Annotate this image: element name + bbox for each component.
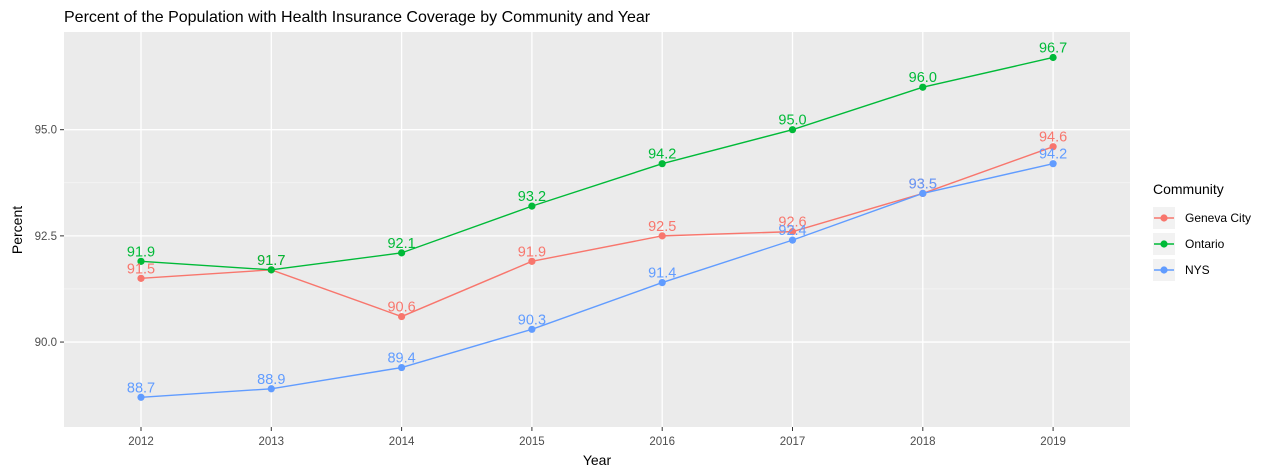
data-label: 91.7 (257, 253, 285, 269)
data-label: 92.4 (778, 223, 806, 239)
data-point (398, 249, 406, 257)
data-label: 91.5 (127, 261, 155, 277)
data-label: 89.4 (387, 351, 415, 367)
series-line (140, 146, 1054, 318)
legend-label: Ontario (1185, 237, 1225, 251)
series-line (140, 56, 1054, 271)
data-point (267, 385, 275, 393)
legend-key-point (1160, 240, 1168, 248)
data-label: 93.5 (909, 176, 937, 192)
data-label: 91.4 (648, 266, 676, 282)
legend: Community Geneva City Ontario NYS (1153, 181, 1251, 281)
data-label: 91.9 (127, 244, 155, 260)
x-tick-label: 2012 (128, 436, 154, 448)
data-label: 94.2 (1039, 147, 1067, 163)
legend-key-point (1160, 266, 1168, 274)
y-tick-label: 90.0 (35, 337, 57, 349)
series-layer (137, 53, 1057, 401)
legend-label: Geneva City (1185, 211, 1251, 225)
data-label: 91.9 (518, 244, 546, 260)
data-label: 94.6 (1039, 130, 1067, 146)
data-point (528, 325, 536, 333)
data-label: 91.7 (257, 253, 285, 269)
grid-lines (64, 32, 1130, 427)
data-point (788, 236, 797, 244)
data-label: 93.2 (518, 189, 546, 205)
data-labels: 91.591.790.691.992.5 92.693.594.691.991.7… (127, 40, 1067, 396)
data-point (398, 312, 406, 321)
data-point (398, 363, 406, 372)
y-axis-title: Percent (9, 206, 25, 254)
legend-key-point (1160, 214, 1168, 222)
y-tick-label: 92.5 (35, 231, 57, 243)
data-label: 88.7 (127, 380, 155, 396)
x-tick-label: 2014 (389, 436, 415, 448)
data-point (788, 126, 797, 134)
x-tick-label: 2017 (780, 436, 806, 448)
data-point (658, 278, 666, 287)
data-point (528, 257, 536, 265)
x-tick-label: 2016 (649, 436, 675, 448)
data-label: 92.6 (778, 215, 806, 231)
chart-title: Percent of the Population with Health In… (64, 9, 651, 26)
data-label: 90.6 (387, 300, 415, 316)
data-label: 94.2 (648, 147, 676, 163)
data-point (658, 160, 666, 168)
x-tick-label: 2015 (519, 436, 545, 448)
data-point (267, 266, 275, 274)
y-axis: 90.0 92.5 95.0 (35, 125, 64, 349)
data-point (919, 189, 927, 197)
data-point (658, 232, 666, 240)
data-label: 96.7 (1039, 40, 1067, 56)
legend-label: NYS (1185, 263, 1210, 277)
x-axis-title: Year (583, 452, 612, 468)
data-point (137, 257, 145, 265)
data-point (919, 83, 927, 91)
data-label: 96.0 (909, 70, 937, 86)
data-label: 92.5 (648, 219, 676, 235)
data-point (788, 228, 797, 236)
data-label: 93.5 (909, 176, 937, 192)
x-tick-label: 2018 (910, 436, 936, 448)
plot-panel (64, 32, 1130, 427)
data-point (1049, 53, 1057, 62)
data-point (528, 202, 536, 210)
data-point (1049, 160, 1057, 168)
x-axis: 2012 2013 2014 2015 2016 2017 2018 2019 (128, 427, 1066, 448)
series-line (140, 162, 1054, 398)
data-label: 90.3 (518, 312, 546, 328)
x-tick-label: 2013 (259, 436, 285, 448)
y-tick-label: 95.0 (35, 125, 57, 137)
legend-title: Community (1153, 181, 1224, 197)
data-label: 95.0 (778, 113, 806, 129)
x-tick-label: 2019 (1040, 436, 1066, 448)
data-point (1049, 143, 1057, 151)
data-label: 88.9 (257, 372, 285, 388)
data-point (137, 274, 145, 282)
data-point (137, 393, 145, 401)
data-label: 92.1 (387, 236, 415, 252)
